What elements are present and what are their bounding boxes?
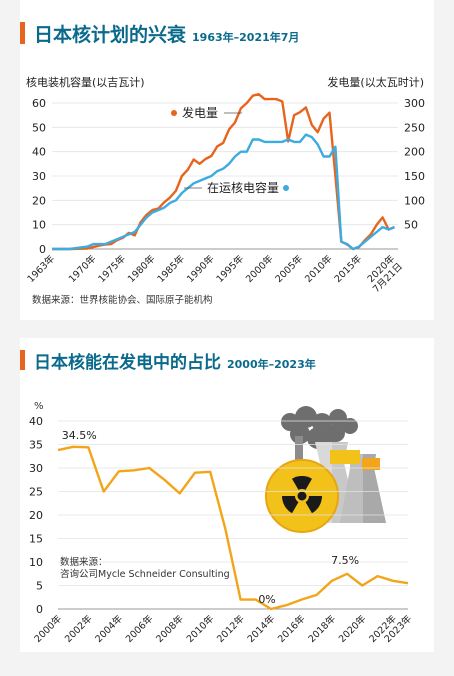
chart-title: 日本核计划的兴衰 1963年–2021年7月	[34, 20, 299, 47]
x-tick-label: 1985年	[155, 252, 188, 285]
y2-tick-label: 100	[404, 194, 425, 207]
y-tick-label: 20	[32, 194, 46, 207]
x-tick-label: 2000年	[243, 252, 276, 285]
legend-generation-marker	[171, 110, 177, 116]
legend-capacity-marker	[283, 185, 289, 191]
y-tick-label: 60	[32, 97, 46, 110]
legend-capacity: 在运核电容量	[184, 180, 289, 195]
x-tick-label: 2002年	[62, 612, 95, 645]
legend-capacity-label: 在运核电容量	[207, 180, 279, 195]
x-tick-label: 2010年	[184, 612, 217, 645]
source-note: 数据来源：世界核能协会、国际原子能机构	[32, 294, 213, 306]
chart-title-main: 日本核计划的兴衰	[34, 24, 187, 46]
y-tick-label: 40	[32, 146, 46, 159]
chart-subtitle: 2000年–2023年	[227, 358, 316, 371]
chart-title-main: 日本核能在发电中的占比	[34, 353, 221, 373]
chart-subtitle: 1963年–2021年7月	[192, 31, 300, 44]
source-note-line1: 数据来源：	[60, 556, 108, 568]
y-tick-label: 35	[29, 439, 43, 452]
x-tick-label: 2016年	[275, 612, 308, 645]
x-tick-label: 2008年	[154, 612, 187, 645]
x-tick-label: 2006年	[123, 612, 156, 645]
nuclear-program-chart: 核电装机容量(以吉瓦计) 发电量(以太瓦时计) 0 10 20 30 40 50 60 50…	[25, 75, 425, 306]
y2-tick-label: 250	[404, 121, 425, 134]
title-accent-bar	[20, 350, 25, 370]
right-axis-label: 发电量(以太瓦时计)	[327, 75, 424, 89]
x-tick-label: 1980年	[125, 252, 158, 285]
x-tick-label: 1995年	[214, 252, 247, 285]
x-tick-label: 2004年	[93, 612, 126, 645]
legend-generation-label: 发电量	[182, 105, 218, 120]
x-tick-label: 2015年	[332, 252, 365, 285]
x-tick-label: 2012年	[214, 612, 247, 645]
capacity-line	[52, 133, 395, 251]
x-tick-label: 2018年	[306, 612, 339, 645]
y-tick-label: 15	[29, 533, 43, 546]
chart-card-nuclear-share: 日本核能在发电中的占比 2000年–2023年	[20, 338, 434, 652]
x-tick-label: 2000年	[32, 612, 65, 645]
data-label: 34.5%	[62, 429, 97, 442]
source-note-line2: 咨询公司Mycle Schneider Consulting	[60, 568, 230, 580]
chart-title: 日本核能在发电中的占比 2000年–2023年	[34, 348, 316, 373]
y2-tick-label: 300	[404, 97, 425, 110]
y2-tick-label: 50	[404, 219, 418, 232]
radiation-warning-icon	[265, 459, 339, 533]
y-tick-label: 0	[36, 603, 43, 616]
chart-card-nuclear-program: 日本核计划的兴衰 1963年–2021年7月 核电装机容量(以吉瓦计) 发电量(以…	[20, 0, 434, 320]
power-plant-illustration	[265, 406, 386, 533]
title-accent-bar	[20, 22, 25, 44]
share-line	[57, 445, 409, 611]
y-tick-label: 50	[32, 121, 46, 134]
y-tick-label: 25	[29, 486, 43, 499]
x-tick-label: 1963年	[25, 252, 58, 285]
x-tick-label: 2005年	[273, 252, 306, 285]
y-tick-label: 40	[29, 415, 43, 428]
x-tick-label: 2010年	[302, 252, 335, 285]
x-tick-label: 1970年	[66, 252, 99, 285]
y2-tick-label: 200	[404, 146, 425, 159]
y-tick-label: 0	[39, 243, 46, 256]
y-tick-label: 30	[29, 462, 43, 475]
x-tick-label: 2020年7月21日	[362, 252, 405, 295]
legend-generation: 发电量	[171, 105, 242, 120]
x-tick-label: 2020年	[336, 612, 369, 645]
smoke-cloud-icon	[281, 406, 358, 454]
y-tick-label: 30	[32, 170, 46, 183]
data-label: 7.5%	[331, 554, 359, 567]
left-axis-label: 核电装机容量(以吉瓦计)	[26, 75, 145, 89]
y2-tick-label: 150	[404, 170, 425, 183]
generation-line	[52, 92, 395, 251]
x-tick-label: 1975年	[96, 252, 129, 285]
y-tick-label: 5	[36, 580, 43, 593]
x-tick-label: 1990年	[184, 252, 217, 285]
y-tick-label: 10	[32, 219, 46, 232]
y-unit-label: %	[34, 401, 44, 412]
y-tick-label: 10	[29, 556, 43, 569]
y-tick-label: 20	[29, 509, 43, 522]
x-tick-label: 2014年	[245, 612, 278, 645]
data-label: 0%	[258, 593, 275, 606]
